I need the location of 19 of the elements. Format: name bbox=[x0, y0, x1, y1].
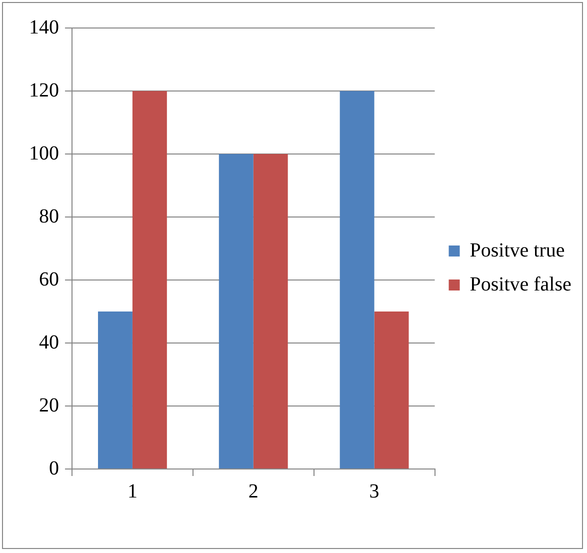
legend-label: Positve false bbox=[470, 273, 572, 296]
y-tick-label: 60 bbox=[39, 268, 59, 290]
bar bbox=[253, 154, 288, 468]
x-tick-label: 3 bbox=[369, 480, 380, 502]
y-tick-label: 120 bbox=[29, 79, 59, 102]
bar bbox=[374, 312, 409, 468]
x-tick-label: 1 bbox=[127, 480, 138, 502]
y-tick-label: 80 bbox=[39, 205, 59, 228]
y-tick-label: 20 bbox=[39, 394, 59, 416]
legend-label: Positve true bbox=[470, 239, 565, 262]
bar bbox=[98, 312, 132, 468]
y-tick-label: 140 bbox=[29, 16, 59, 38]
y-tick-label: 100 bbox=[29, 142, 59, 164]
x-tick-label: 2 bbox=[248, 480, 258, 502]
y-tick-label: 0 bbox=[49, 457, 59, 480]
bar bbox=[340, 91, 374, 468]
bar bbox=[218, 154, 254, 468]
bar bbox=[132, 91, 167, 468]
y-tick-label: 40 bbox=[39, 331, 59, 354]
